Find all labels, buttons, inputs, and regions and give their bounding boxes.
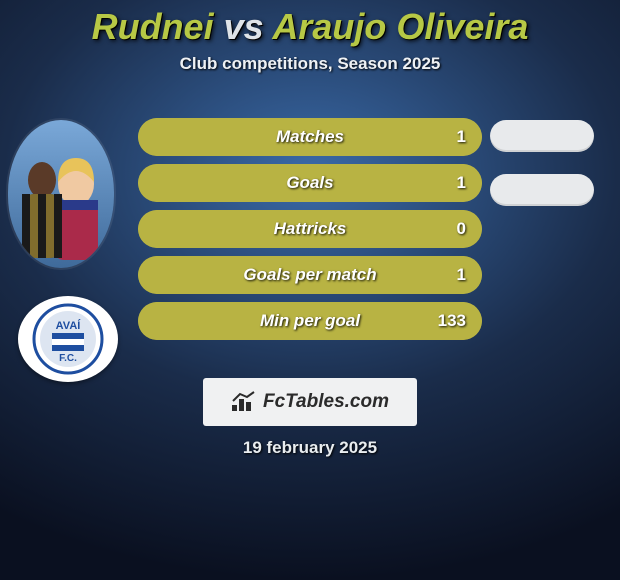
stat-bar: Min per goal133 <box>138 302 482 340</box>
stat-label: Min per goal <box>138 311 482 331</box>
chart-icon <box>231 391 257 413</box>
stat-label: Goals <box>138 173 482 193</box>
value-pill <box>490 120 594 152</box>
stat-value: 1 <box>457 127 466 147</box>
value-pill <box>490 174 594 206</box>
player-photo-svg <box>8 120 114 268</box>
fctables-text: FcTables.com <box>263 391 389 413</box>
stat-bar: Goals1 <box>138 164 482 202</box>
stat-label: Hattricks <box>138 219 482 239</box>
stat-value: 133 <box>438 311 466 331</box>
left-column: AVAÍ F.C. <box>8 120 123 382</box>
stat-bar: Matches1 <box>138 118 482 156</box>
page-title: Rudnei vs Araujo Oliveira <box>0 0 620 48</box>
subtitle: Club competitions, Season 2025 <box>0 54 620 74</box>
stat-value: 1 <box>457 265 466 285</box>
player1-name: Rudnei <box>92 6 214 47</box>
stat-label: Goals per match <box>138 265 482 285</box>
date-text: 19 february 2025 <box>0 438 620 458</box>
svg-text:F.C.: F.C. <box>59 353 77 364</box>
stats-bars: Matches1Goals1Hattricks0Goals per match1… <box>138 118 482 348</box>
vs-text: vs <box>224 6 264 47</box>
club-logo-svg: AVAÍ F.C. <box>32 303 104 375</box>
right-pills <box>490 120 600 228</box>
stat-value: 1 <box>457 173 466 193</box>
player-photo <box>8 120 114 268</box>
stat-bar: Goals per match1 <box>138 256 482 294</box>
svg-text:AVAÍ: AVAÍ <box>56 319 82 332</box>
fctables-badge: FcTables.com <box>203 378 417 426</box>
stat-label: Matches <box>138 127 482 147</box>
stat-value: 0 <box>457 219 466 239</box>
club-logo: AVAÍ F.C. <box>18 296 118 382</box>
stat-bar: Hattricks0 <box>138 210 482 248</box>
player2-name: Araujo Oliveira <box>272 6 528 47</box>
